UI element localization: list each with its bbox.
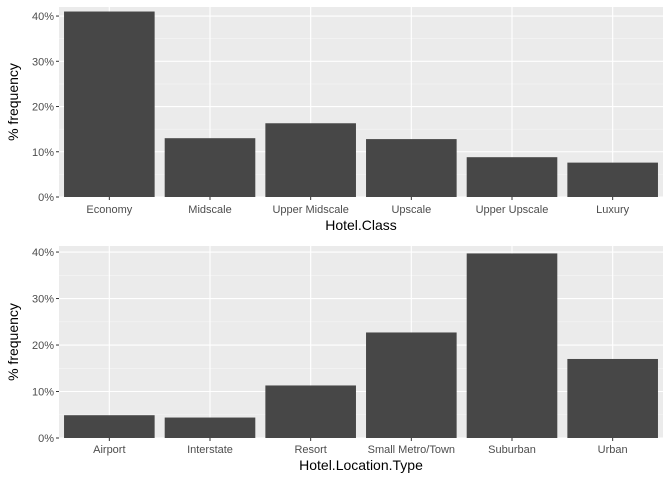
x-tick-label: Upper Upscale [476, 204, 549, 216]
bar-upscale [366, 139, 457, 197]
y-tick-label: 30% [32, 56, 54, 68]
bar-upper-upscale [466, 157, 558, 197]
y-axis-title: % frequency [5, 63, 21, 141]
bar-resort [265, 385, 356, 438]
x-tick-label: Urban [598, 444, 628, 456]
x-tick-label: Upscale [391, 204, 431, 216]
bar-interstate [164, 417, 256, 438]
bar-airport [64, 415, 155, 438]
x-tick-label: Suburban [488, 444, 536, 456]
x-tick-label: Luxury [596, 204, 630, 216]
y-tick-label: 40% [32, 247, 54, 259]
x-tick-label: Interstate [187, 444, 233, 456]
y-tick-label: 20% [32, 102, 54, 114]
y-tick-label: 20% [32, 340, 54, 352]
bar-suburban [466, 253, 558, 438]
x-tick-label: Small Metro/Town [368, 444, 455, 456]
bar-small-metro-town [366, 332, 457, 438]
y-tick-label: 30% [32, 294, 54, 306]
bar-upper-midscale [265, 123, 356, 197]
y-tick-label: 40% [32, 11, 54, 23]
x-tick-label: Midscale [188, 204, 231, 216]
bar-economy [64, 11, 155, 198]
y-tick-label: 10% [32, 147, 54, 159]
y-tick-label: 0% [38, 192, 54, 204]
bar-luxury [567, 162, 658, 197]
panel-background [59, 246, 663, 438]
y-tick-label: 0% [38, 433, 54, 445]
chart-panel-2: 0% 10% 20% 30% 40% Airport Interstate Resort Sma… [5, 246, 663, 473]
x-axis-title: Hotel.Class [325, 217, 397, 233]
x-axis-title: Hotel.Location.Type [299, 457, 423, 473]
bar-midscale [164, 138, 256, 197]
y-axis-title: % frequency [5, 303, 21, 381]
bar-urban [567, 358, 658, 438]
x-tick-label: Upper Midscale [272, 204, 348, 216]
x-tick-label: Resort [294, 444, 326, 456]
x-tick-label: Airport [93, 444, 125, 456]
chart-panel-1: 0% 10% 20% 30% 40% Economy Midscale Upper Midsc… [5, 7, 663, 233]
y-tick-label: 10% [32, 387, 54, 399]
x-tick-label: Economy [86, 204, 132, 216]
